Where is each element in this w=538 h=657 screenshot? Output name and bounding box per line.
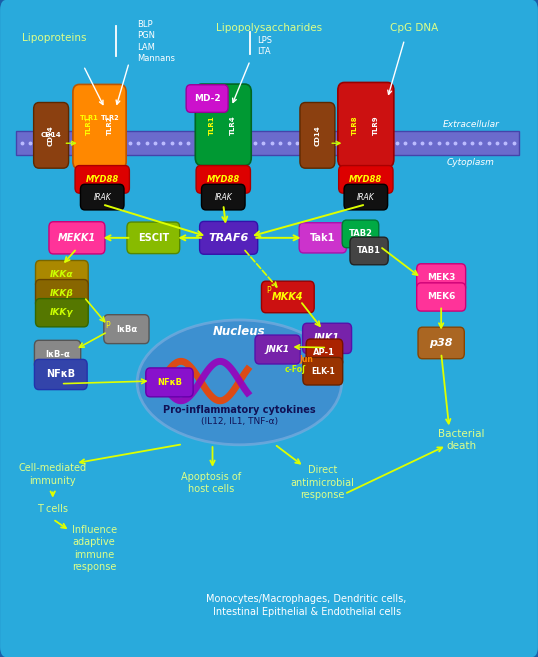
Text: IRAK: IRAK (357, 193, 374, 202)
FancyBboxPatch shape (300, 102, 335, 168)
FancyBboxPatch shape (416, 263, 465, 292)
Text: Tak1: Tak1 (310, 233, 336, 243)
FancyBboxPatch shape (200, 221, 258, 254)
FancyBboxPatch shape (344, 184, 387, 210)
Text: TAB2: TAB2 (349, 229, 372, 238)
Text: TLR1: TLR1 (80, 115, 98, 122)
Text: MYD88: MYD88 (349, 175, 383, 184)
FancyBboxPatch shape (302, 323, 351, 353)
FancyBboxPatch shape (299, 223, 346, 253)
Text: Direct
antimicrobial
response: Direct antimicrobial response (291, 466, 355, 500)
Ellipse shape (137, 320, 342, 445)
FancyBboxPatch shape (104, 315, 149, 344)
Text: T cells: T cells (37, 504, 68, 514)
Text: IKKβ: IKKβ (50, 289, 74, 298)
Text: Nucleus: Nucleus (213, 325, 266, 338)
FancyBboxPatch shape (303, 357, 343, 385)
FancyBboxPatch shape (418, 327, 464, 359)
Text: ESCIT: ESCIT (138, 233, 169, 243)
FancyBboxPatch shape (75, 166, 129, 193)
Text: ELK-1: ELK-1 (311, 367, 335, 376)
Text: Extracellular: Extracellular (442, 120, 499, 129)
Text: Cytoplasm: Cytoplasm (447, 158, 494, 168)
Text: JNK1: JNK1 (266, 345, 289, 354)
Text: c-Foʃ: c-Foʃ (284, 365, 306, 374)
FancyBboxPatch shape (81, 184, 124, 210)
FancyBboxPatch shape (195, 84, 251, 166)
FancyBboxPatch shape (34, 359, 87, 390)
FancyBboxPatch shape (146, 368, 193, 397)
Text: Lipopolysaccharides: Lipopolysaccharides (216, 22, 322, 33)
Text: Jun: Jun (300, 355, 314, 364)
Text: P: P (105, 321, 110, 330)
Text: IκB-α: IκB-α (45, 350, 70, 359)
Text: TLR1: TLR1 (86, 115, 92, 135)
FancyBboxPatch shape (261, 281, 314, 313)
FancyBboxPatch shape (306, 339, 343, 367)
Text: Apoptosis of
host cells: Apoptosis of host cells (181, 472, 242, 494)
Text: IκBα: IκBα (116, 325, 137, 334)
Text: TLR8: TLR8 (352, 115, 358, 135)
FancyBboxPatch shape (73, 84, 126, 169)
Text: CD14: CD14 (41, 132, 61, 139)
Text: IKKα: IKKα (50, 270, 74, 279)
FancyBboxPatch shape (127, 222, 180, 254)
Text: Monocytes/Macrophages, Dendritic cells,
Intestinal Epithelial & Endothelial cell: Monocytes/Macrophages, Dendritic cells, … (207, 594, 407, 618)
FancyBboxPatch shape (36, 260, 88, 289)
Text: Influence
adaptive
immune
response: Influence adaptive immune response (72, 525, 117, 572)
FancyBboxPatch shape (49, 222, 105, 254)
Text: MD-2: MD-2 (194, 94, 221, 103)
Text: MEKK1: MEKK1 (58, 233, 96, 243)
FancyBboxPatch shape (255, 335, 300, 364)
FancyBboxPatch shape (36, 279, 88, 307)
FancyBboxPatch shape (350, 237, 388, 265)
Text: P: P (267, 286, 271, 295)
Text: MEK3: MEK3 (427, 273, 455, 283)
FancyBboxPatch shape (34, 102, 69, 168)
FancyBboxPatch shape (196, 166, 251, 193)
Text: IRAK: IRAK (215, 193, 232, 202)
Text: TLR9: TLR9 (372, 115, 379, 135)
Text: TLR1: TLR1 (208, 115, 215, 135)
FancyBboxPatch shape (34, 340, 81, 369)
Text: TRAF6: TRAF6 (209, 233, 249, 243)
Text: MYD88: MYD88 (207, 175, 240, 184)
Text: Pro-inflammatory cytokines: Pro-inflammatory cytokines (163, 405, 316, 415)
Text: TLR2: TLR2 (107, 115, 114, 135)
Text: TLR4: TLR4 (229, 115, 236, 135)
Text: AP-1: AP-1 (314, 348, 335, 357)
Text: NFκB: NFκB (157, 378, 182, 387)
FancyBboxPatch shape (201, 184, 245, 210)
Text: p38: p38 (429, 338, 453, 348)
FancyBboxPatch shape (416, 283, 465, 311)
Text: CD14: CD14 (48, 125, 54, 146)
Text: IRAK: IRAK (94, 193, 111, 202)
FancyBboxPatch shape (339, 166, 393, 193)
Text: LPS
LTA: LPS LTA (257, 35, 272, 57)
Text: MKK4: MKK4 (272, 292, 303, 302)
FancyBboxPatch shape (342, 220, 379, 248)
Text: BLP
PGN
LAM
Mannans: BLP PGN LAM Mannans (137, 20, 175, 63)
Text: CD14: CD14 (314, 125, 321, 146)
Text: JNK1: JNK1 (314, 333, 340, 344)
Text: IKKγ: IKKγ (50, 308, 74, 317)
FancyBboxPatch shape (36, 298, 88, 327)
Text: CpG DNA: CpG DNA (390, 22, 438, 33)
Bar (16, 131, 519, 155)
Text: MYD88: MYD88 (86, 175, 119, 184)
Text: TLR2: TLR2 (101, 115, 119, 122)
Text: NFκB: NFκB (46, 369, 75, 380)
Text: Bacterial
death: Bacterial death (438, 429, 484, 451)
Text: TAB1: TAB1 (357, 246, 381, 256)
Text: MEK6: MEK6 (427, 292, 455, 302)
FancyBboxPatch shape (338, 82, 394, 167)
Text: (IL12, IL1, TNF-α): (IL12, IL1, TNF-α) (201, 417, 278, 426)
Text: Lipoproteins: Lipoproteins (22, 33, 86, 43)
Text: Cell-mediated
immunity: Cell-mediated immunity (19, 463, 87, 486)
FancyBboxPatch shape (186, 85, 228, 112)
